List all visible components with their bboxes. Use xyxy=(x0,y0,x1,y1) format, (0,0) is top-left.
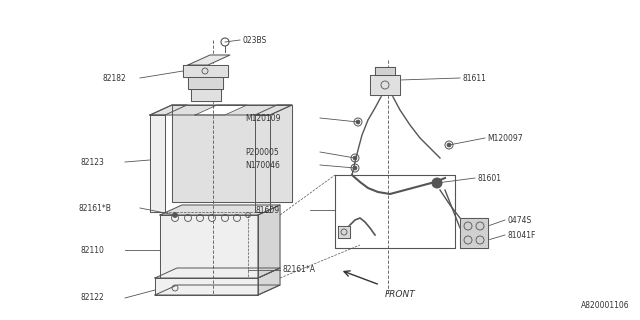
Polygon shape xyxy=(255,115,270,212)
Text: 81041F: 81041F xyxy=(507,230,536,239)
Polygon shape xyxy=(160,215,258,278)
Circle shape xyxy=(356,120,360,124)
Polygon shape xyxy=(155,278,258,295)
Polygon shape xyxy=(155,268,280,278)
Text: M120109: M120109 xyxy=(245,114,280,123)
Text: 81609: 81609 xyxy=(255,205,279,214)
Text: 82161*B: 82161*B xyxy=(78,204,111,212)
Circle shape xyxy=(173,212,177,218)
Text: 82182: 82182 xyxy=(102,74,125,83)
Text: 82161*A: 82161*A xyxy=(282,266,315,275)
Polygon shape xyxy=(150,115,165,212)
Polygon shape xyxy=(375,67,395,75)
Polygon shape xyxy=(150,105,187,115)
Polygon shape xyxy=(258,205,280,278)
Text: 81601: 81601 xyxy=(477,173,501,182)
Text: 82122: 82122 xyxy=(80,293,104,302)
Text: A820001106: A820001106 xyxy=(581,301,630,310)
Polygon shape xyxy=(255,105,292,115)
Polygon shape xyxy=(370,75,400,95)
Text: 82123: 82123 xyxy=(80,157,104,166)
Text: 81611: 81611 xyxy=(462,74,486,83)
Text: M120097: M120097 xyxy=(487,133,523,142)
Polygon shape xyxy=(172,105,292,202)
Polygon shape xyxy=(183,65,228,77)
Text: 023BS: 023BS xyxy=(242,36,266,44)
Polygon shape xyxy=(258,268,280,295)
Polygon shape xyxy=(338,226,350,238)
Text: FRONT: FRONT xyxy=(385,290,416,299)
Polygon shape xyxy=(160,205,280,215)
Polygon shape xyxy=(188,55,230,65)
Polygon shape xyxy=(195,105,247,115)
Text: P200005: P200005 xyxy=(245,148,279,156)
Text: 82110: 82110 xyxy=(80,245,104,254)
Circle shape xyxy=(432,178,442,188)
Text: 0474S: 0474S xyxy=(507,215,531,225)
Polygon shape xyxy=(188,77,223,89)
Polygon shape xyxy=(150,105,292,115)
Polygon shape xyxy=(191,89,221,101)
Polygon shape xyxy=(155,285,280,295)
Circle shape xyxy=(353,156,357,160)
Circle shape xyxy=(353,166,357,170)
Circle shape xyxy=(447,143,451,147)
Text: N170046: N170046 xyxy=(245,161,280,170)
Polygon shape xyxy=(460,218,488,248)
